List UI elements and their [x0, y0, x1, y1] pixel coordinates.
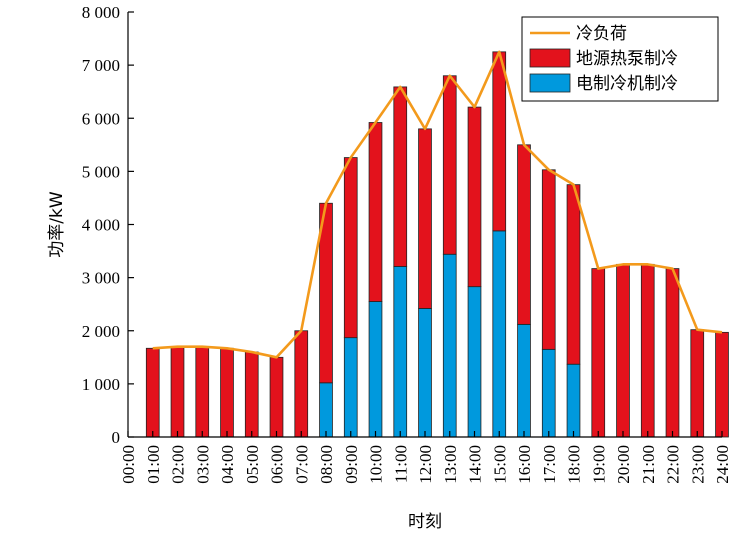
bar-gshp-19:00 — [591, 268, 606, 438]
bar-chiller-17:00 — [541, 348, 556, 438]
bar-gshp-23:00 — [690, 329, 705, 438]
bar-gshp-24:00 — [715, 331, 729, 438]
y-tick-label: 0 — [112, 428, 121, 447]
x-tick-label: 11:00 — [391, 445, 410, 483]
x-tick-label: 10:00 — [367, 445, 386, 484]
bar-gshp-13:00 — [442, 75, 457, 255]
x-tick-label: 09:00 — [342, 445, 361, 484]
x-tick-label: 20:00 — [614, 445, 633, 484]
bar-gshp-21:00 — [640, 263, 655, 438]
bar-gshp-11:00 — [393, 86, 408, 267]
bar-gshp-05:00 — [244, 351, 259, 438]
x-tick-label: 16:00 — [515, 445, 534, 484]
x-tick-label: 18:00 — [565, 445, 584, 484]
bar-gshp-15:00 — [492, 51, 507, 232]
x-tick-label: 03:00 — [193, 445, 212, 484]
x-tick-label: 05:00 — [243, 445, 262, 484]
y-tick-label: 6 000 — [82, 109, 120, 128]
bar-gshp-20:00 — [616, 263, 630, 438]
x-tick-label: 13:00 — [441, 445, 460, 484]
bar-chiller-11:00 — [393, 266, 408, 438]
bar-gshp-14:00 — [467, 106, 482, 288]
x-axis-title: 时刻 — [408, 512, 442, 532]
axes: 0 1 000 2 000 3 000 4 000 5 000 6 000 7 000 8 00… — [47, 3, 732, 532]
y-tick-label: 8 000 — [82, 3, 120, 22]
bar-chiller-08:00 — [319, 382, 333, 438]
y-tick-label: 3 000 — [82, 269, 120, 288]
bar-chiller-14:00 — [467, 286, 482, 438]
bar-gshp-10:00 — [368, 122, 383, 302]
bar-chiller-12:00 — [418, 308, 432, 438]
x-tick-label: 15:00 — [490, 445, 509, 484]
bar-gshp-22:00 — [665, 268, 680, 438]
x-tick-label: 24:00 — [713, 445, 732, 484]
bar-gshp-12:00 — [418, 128, 432, 309]
x-tick-label: 21:00 — [639, 445, 658, 484]
legend-gshp-swatch — [529, 48, 571, 68]
x-tick-label: 23:00 — [688, 445, 707, 484]
x-tick-label: 22:00 — [664, 445, 683, 484]
bar-gshp-16:00 — [517, 144, 531, 325]
x-tick-label: 04:00 — [218, 445, 237, 484]
x-tick-label: 17:00 — [540, 445, 559, 484]
y-tick-label: 7 000 — [82, 56, 120, 75]
cooling-load-line — [152, 50, 723, 359]
x-tick-label: 12:00 — [416, 445, 435, 484]
x-tick-label: 14:00 — [466, 445, 485, 484]
load-line-layer — [152, 50, 723, 359]
x-tick-label: 01:00 — [144, 445, 163, 484]
bar-gshp-06:00 — [269, 356, 284, 438]
bar-gshp-02:00 — [170, 346, 185, 438]
bar-chiller-16:00 — [517, 323, 531, 438]
bar-chiller-09:00 — [343, 337, 358, 438]
y-tick-label: 1 000 — [82, 375, 120, 394]
bar-chiller-18:00 — [566, 363, 581, 438]
y-tick-label: 5 000 — [82, 162, 120, 181]
y-axis-title: 功率/kW — [47, 191, 67, 258]
x-tick-label: 00:00 — [119, 445, 138, 484]
legend-cooling-load-label: 冷负荷 — [576, 24, 627, 44]
x-tick-label: 02:00 — [169, 445, 188, 484]
bar-chiller-10:00 — [368, 301, 383, 438]
bars-layer — [145, 51, 729, 438]
x-tick-label: 07:00 — [292, 445, 311, 484]
bar-chiller-13:00 — [442, 253, 457, 438]
bar-gshp-01:00 — [145, 347, 160, 438]
y-tick-label: 4 000 — [82, 216, 120, 235]
bar-gshp-03:00 — [195, 346, 210, 438]
x-tick-label: 19:00 — [589, 445, 608, 484]
bar-gshp-04:00 — [220, 347, 234, 438]
x-tick-label: 08:00 — [317, 445, 336, 484]
legend-gshp-label: 地源热泵制冷 — [576, 49, 678, 69]
legend-chiller-swatch — [529, 73, 571, 93]
y-tick-label: 2 000 — [82, 322, 120, 341]
x-tick-label: 06:00 — [268, 445, 287, 484]
bar-gshp-17:00 — [541, 169, 556, 350]
legend-chiller-label: 电制冷机制冷 — [576, 74, 678, 94]
bar-gshp-18:00 — [566, 184, 581, 365]
bar-gshp-07:00 — [294, 330, 309, 438]
bar-gshp-09:00 — [343, 157, 358, 339]
bar-chiller-15:00 — [492, 230, 507, 438]
